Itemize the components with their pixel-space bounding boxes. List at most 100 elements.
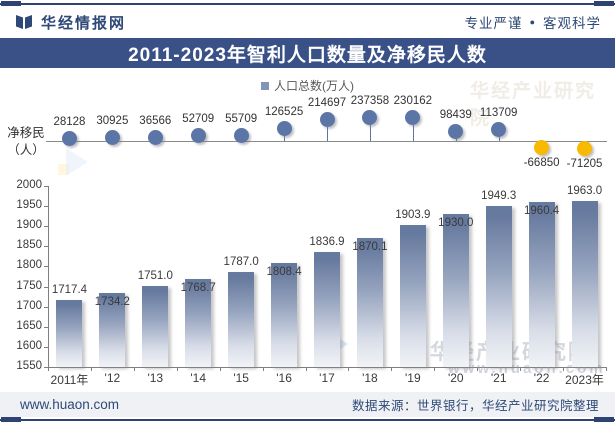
net-migration-marker (405, 110, 421, 126)
bar (314, 251, 340, 367)
net-marker-stem (412, 117, 414, 141)
bar-value-label: 1963.0 (566, 184, 603, 197)
x-axis-line (48, 367, 607, 368)
bar-value-label: 1734.2 (94, 295, 130, 308)
net-migration-value-label: -71205 (566, 157, 603, 170)
net-migration-value-label: 214697 (307, 96, 347, 109)
top-left-border-cap (1, 1, 21, 6)
net-migration-value-label: 52709 (182, 113, 215, 126)
footer-site-link[interactable]: www.huaon.com (20, 397, 120, 412)
y-tick-label: 1950 (16, 199, 42, 212)
y-tick (44, 286, 48, 288)
net-migration-value-label: 230162 (393, 95, 433, 108)
net-marker-stem (369, 117, 371, 141)
bar (142, 286, 169, 367)
top-border-line (0, 3, 615, 5)
net-migration-value-label: 30925 (96, 115, 129, 128)
x-tick (391, 367, 393, 371)
y-tick-label: 1550 (16, 360, 42, 372)
x-tick (262, 367, 264, 371)
bar-value-label: 1787.0 (223, 255, 259, 268)
x-tick (48, 367, 49, 371)
net-migration-marker (104, 130, 120, 146)
net-migration-marker (147, 129, 163, 145)
huaon-logo-icon (14, 13, 34, 31)
legend-swatch-icon (261, 81, 269, 90)
legend: 人口总数(万人) (0, 77, 615, 94)
x-tick-label: '17 (319, 371, 335, 385)
y-tick-label: 2000 (16, 179, 42, 191)
bar-value-label: 1808.4 (266, 266, 302, 279)
bar (528, 201, 555, 367)
bar (56, 299, 83, 367)
net-migration-marker (491, 122, 507, 137)
footer-data-source: 数据来源：世界银行，华经产业研究院整理 (351, 399, 599, 413)
net-migration-marker (233, 127, 249, 143)
slogan-dot-icon: ● (529, 17, 536, 27)
x-tick-label: '12 (104, 371, 121, 385)
x-tick-label: '18 (362, 371, 378, 385)
bar (228, 271, 255, 367)
bottom-border-line (0, 419, 615, 421)
net-migration-marker (319, 111, 335, 127)
bar (356, 238, 383, 367)
x-tick-label: 2011年 (50, 373, 89, 387)
bar-value-label: 1768.7 (180, 282, 216, 295)
x-tick-label: '15 (233, 371, 249, 385)
x-tick (520, 367, 522, 371)
net-migration-zero-line (46, 141, 607, 142)
y-tick (44, 266, 48, 268)
x-tick (305, 367, 307, 371)
x-tick-label: '21 (490, 371, 507, 385)
net-migration-value-label: 28128 (53, 115, 86, 128)
y-tick (44, 226, 48, 228)
legend-label: 人口总数(万人) (274, 79, 354, 93)
bar (442, 214, 469, 367)
bar (399, 224, 426, 367)
x-tick-label: '22 (533, 371, 550, 385)
net-migration-value-label: 237358 (350, 94, 390, 107)
slogan-left: 专业严谨 (464, 16, 523, 31)
title-bar: 2011-2023年智利人口数量及净移民人数 (0, 38, 615, 68)
y-tick-label: 1750 (16, 279, 42, 292)
net-migration-marker (577, 140, 593, 156)
net-migration-marker (448, 123, 464, 139)
bar (185, 279, 212, 367)
y-tick (44, 206, 48, 208)
y-axis-line (48, 186, 49, 367)
footer: www.huaon.com 数据来源：世界银行，华经产业研究院整理 (0, 392, 615, 417)
x-tick (176, 367, 178, 371)
watermark-logo-faint (58, 148, 92, 176)
y-tick-label: 1700 (16, 299, 42, 312)
x-tick (348, 367, 350, 371)
top-right-border-cap (594, 1, 614, 6)
net-migration-value-label: 113709 (479, 107, 518, 119)
y-tick-label: 1650 (16, 319, 42, 332)
bar-value-label: 1960.4 (524, 204, 560, 217)
x-tick-label: '16 (276, 371, 292, 385)
bottom-left-border-cap (1, 417, 21, 422)
x-tick (434, 367, 436, 371)
x-tick (563, 367, 565, 371)
x-tick (90, 367, 92, 371)
bar-value-label: 1751.0 (137, 270, 173, 283)
x-tick-label: 2023年 (565, 373, 604, 387)
net-migration-marker (190, 128, 206, 144)
net-migration-marker (362, 109, 378, 125)
y-tick (44, 306, 48, 308)
y-tick-label: 1850 (16, 239, 42, 252)
bottom-right-border-cap (594, 417, 614, 422)
net-migration-value-label: 36566 (139, 114, 172, 127)
watermark-logo-square-icon (58, 164, 69, 175)
net-migration-value-label: 126525 (264, 105, 304, 118)
net-axis-label-line2: （人） (7, 143, 45, 157)
x-tick (219, 367, 221, 371)
x-tick (133, 367, 135, 371)
net-migration-marker (61, 130, 77, 146)
bar-value-label: 1903.9 (395, 208, 431, 221)
bar (571, 200, 598, 367)
slogan: 专业严谨 ● 客观科学 (465, 12, 601, 32)
x-tick (477, 367, 479, 371)
x-tick (606, 367, 607, 371)
bar-value-label: 1949.3 (481, 190, 517, 203)
